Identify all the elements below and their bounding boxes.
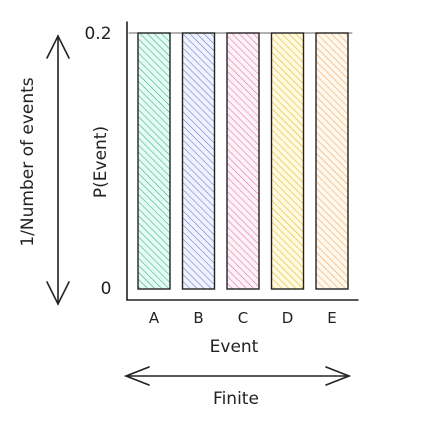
horizontal-double-arrow <box>123 366 352 386</box>
y-tick-label-bottom: 0 <box>101 279 112 299</box>
bar-tint <box>316 33 348 289</box>
x-axis-title: Event <box>210 337 259 357</box>
x-tick-label-d: D <box>282 309 294 327</box>
bar-d <box>270 32 305 290</box>
bar-outline <box>181 32 216 290</box>
bar-e <box>315 32 349 290</box>
bar-b <box>181 32 216 290</box>
y-tick-label-top: 0.2 <box>84 24 111 44</box>
x-tick-label-a: A <box>149 309 160 327</box>
x-tick-label-e: E <box>327 309 336 327</box>
y-axis-title: P(Event) <box>91 126 111 198</box>
vertical-arrow-label: 1/Number of events <box>18 77 38 246</box>
bar-tint <box>138 33 170 289</box>
bar-tint <box>227 33 259 289</box>
x-tick-label-c: C <box>238 309 248 327</box>
bar-series <box>137 32 349 290</box>
bar-outline <box>270 32 305 290</box>
bar-outline <box>226 32 260 290</box>
x-tick-label-b: B <box>193 309 203 327</box>
bar-outline <box>315 32 349 290</box>
vertical-double-arrow <box>46 34 70 306</box>
horizontal-arrow-label: Finite <box>213 389 259 409</box>
bar-tint <box>271 33 304 289</box>
bar-a <box>137 32 171 290</box>
x-tick-labels: A B C D E <box>149 309 337 327</box>
bar-outline <box>137 32 171 290</box>
bar-c <box>226 32 260 290</box>
bar-tint <box>182 33 215 289</box>
